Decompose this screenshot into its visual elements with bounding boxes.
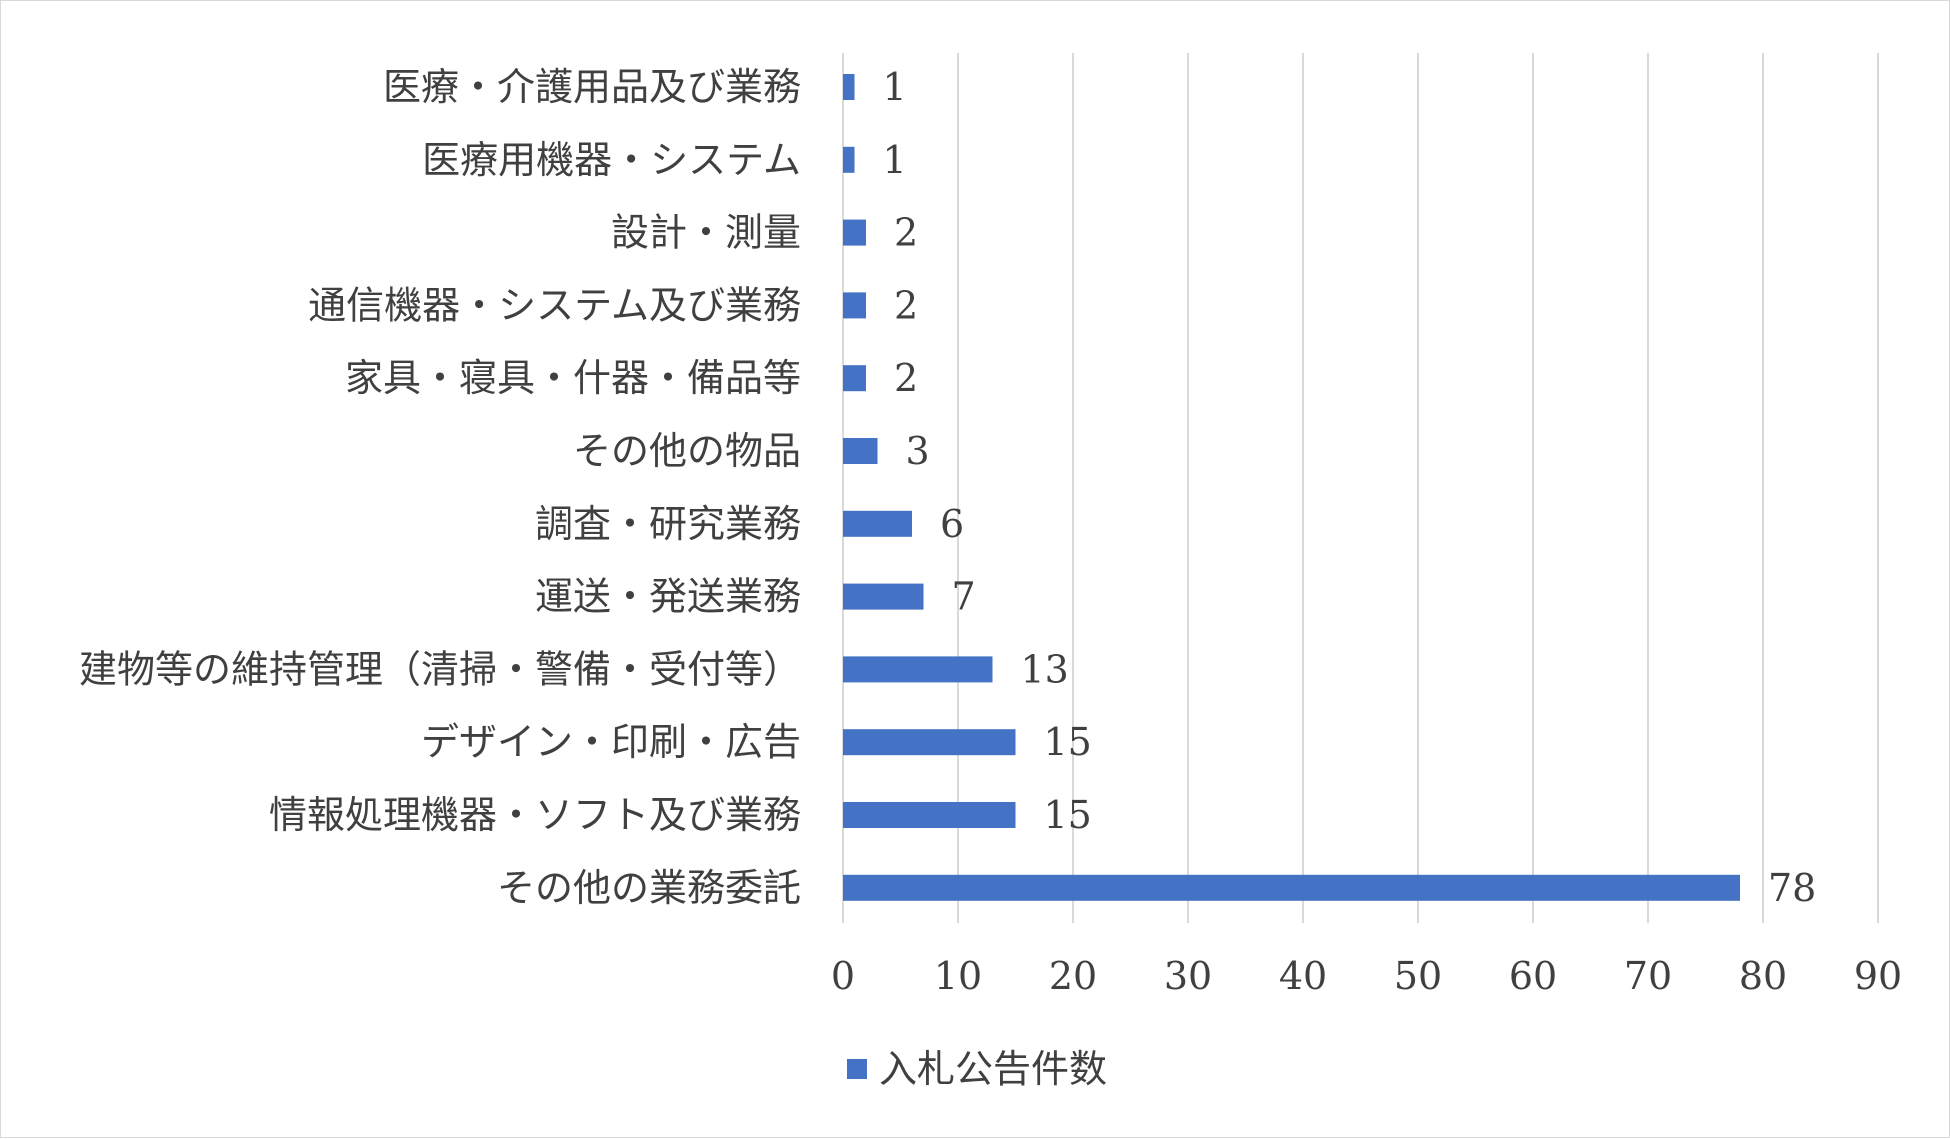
data-label: 2 (894, 283, 918, 327)
data-labels: 1 1 2 2 2 36 7 13 15 15 78 (883, 65, 1817, 910)
bar (843, 438, 878, 464)
bars (843, 74, 1740, 901)
bar (843, 74, 855, 100)
x-tick-label: 40 (1279, 954, 1327, 998)
data-label: 2 (894, 211, 918, 255)
category-label: 運送・発送業務 (535, 575, 801, 619)
bar (843, 146, 855, 173)
x-tick-label: 0 (831, 954, 855, 998)
bar (843, 729, 1016, 756)
gridlines (842, 53, 1879, 923)
bar (843, 874, 1740, 901)
x-tick-label: 80 (1739, 954, 1787, 998)
category-label: その他の物品 (573, 429, 801, 473)
category-label: 家具・寝具・什器・備品等 (345, 356, 801, 400)
legend-label: 入札公告件数 (879, 1047, 1107, 1091)
data-label: 13 (1021, 647, 1069, 691)
data-label: 7 (952, 575, 976, 619)
data-label: 78 (1768, 866, 1816, 910)
data-label: 3 (906, 429, 930, 473)
x-tick-label: 10 (934, 954, 982, 998)
bar (843, 656, 993, 683)
data-label: 1 (883, 138, 907, 182)
category-label: 医療・介護用品及び業務 (383, 65, 801, 109)
category-label: 調査・研究業務 (535, 502, 801, 546)
category-label: 医療用機器・システム (422, 138, 801, 182)
bar (843, 510, 912, 537)
bar (843, 802, 1016, 828)
category-label: 建物等の維持管理（清掃・警備・受付等） (79, 647, 801, 691)
legend-swatch (847, 1059, 867, 1079)
category-label: その他の業務委託 (497, 866, 801, 910)
bar (843, 365, 866, 392)
x-tick-label: 70 (1624, 954, 1672, 998)
x-tick-label: 20 (1049, 954, 1097, 998)
x-axis-tick-labels: 0 10 20 30 40 50 60 70 80 90 (831, 954, 1902, 998)
bar (843, 219, 866, 246)
category-label: 通信機器・システム及び業務 (308, 283, 801, 327)
x-tick-label: 30 (1164, 954, 1212, 998)
data-label: 15 (1044, 720, 1092, 764)
data-label: 2 (894, 356, 918, 400)
category-label: 情報処理機器・ソフト及び業務 (269, 793, 801, 837)
legend: 入札公告件数 (847, 1047, 1107, 1091)
data-label: 6 (940, 502, 964, 546)
x-tick-label: 50 (1394, 954, 1442, 998)
category-label: デザイン・印刷・広告 (421, 720, 801, 764)
category-label: 設計・測量 (611, 211, 801, 255)
data-label: 1 (883, 65, 907, 109)
x-tick-label: 90 (1854, 954, 1902, 998)
bar (843, 583, 924, 610)
x-tick-label: 60 (1509, 954, 1557, 998)
category-labels: 医療・介護用品及び業務医療用機器・システム設計・測量通信機器・システム及び業務家… (79, 65, 801, 910)
data-label: 15 (1044, 793, 1092, 837)
bar (843, 292, 866, 319)
